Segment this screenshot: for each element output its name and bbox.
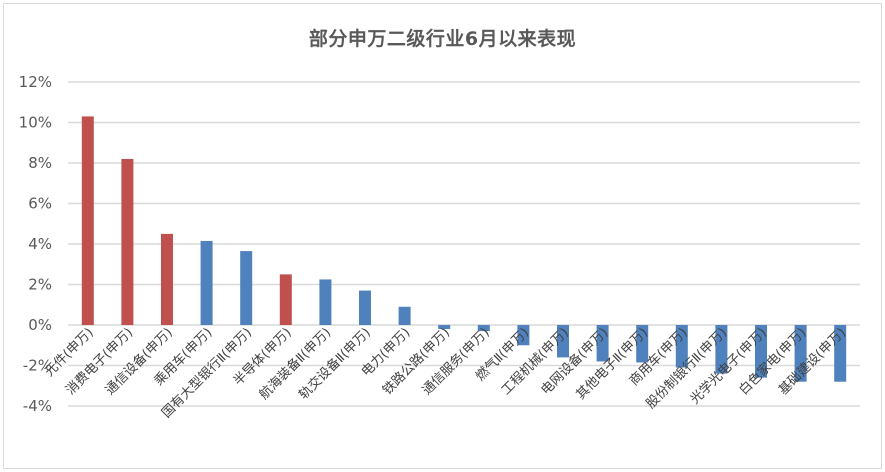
- bar: [715, 325, 728, 374]
- x-category-label: 铁路公路(申万): [379, 325, 453, 399]
- y-tick-label: 4%: [28, 235, 52, 253]
- bar: [636, 325, 649, 363]
- bar: [675, 325, 688, 368]
- bar: [596, 325, 609, 362]
- bar: [359, 290, 371, 325]
- bar: [557, 325, 569, 358]
- bar: [794, 325, 807, 382]
- bar: [200, 240, 213, 325]
- bar: [240, 251, 253, 325]
- y-tick-label: 0%: [28, 316, 52, 334]
- chart-frame: [3, 3, 882, 469]
- y-tick-label: 2%: [28, 276, 52, 294]
- chart-title: 部分申万二级行业6月以来表现: [308, 28, 577, 50]
- bar: [121, 158, 134, 325]
- bar: [398, 306, 411, 325]
- y-tick-label: 10%: [19, 114, 52, 132]
- bar: [81, 116, 94, 325]
- bar: [161, 233, 173, 325]
- x-category-label: 通信服务(申万): [419, 325, 493, 399]
- bar: [834, 325, 847, 382]
- y-tick-label: 12%: [19, 73, 52, 91]
- y-tick-label: -2%: [23, 357, 52, 375]
- x-category-label: 航海装备Ⅱ(申万): [256, 325, 334, 403]
- bar: [517, 325, 530, 346]
- y-tick-label: 8%: [28, 154, 52, 172]
- x-category-label: 轨交设备Ⅱ(申万): [296, 325, 374, 403]
- y-tick-label: 6%: [28, 195, 52, 213]
- x-category-label: 通信设备(申万): [102, 325, 176, 399]
- bar: [755, 325, 767, 378]
- bar: [477, 325, 490, 332]
- x-category-label: 其他电子Ⅱ(申万): [574, 325, 651, 402]
- bar: [319, 279, 332, 325]
- bar: [438, 325, 451, 330]
- y-tick-label: -4%: [23, 397, 52, 415]
- bar: [279, 274, 292, 325]
